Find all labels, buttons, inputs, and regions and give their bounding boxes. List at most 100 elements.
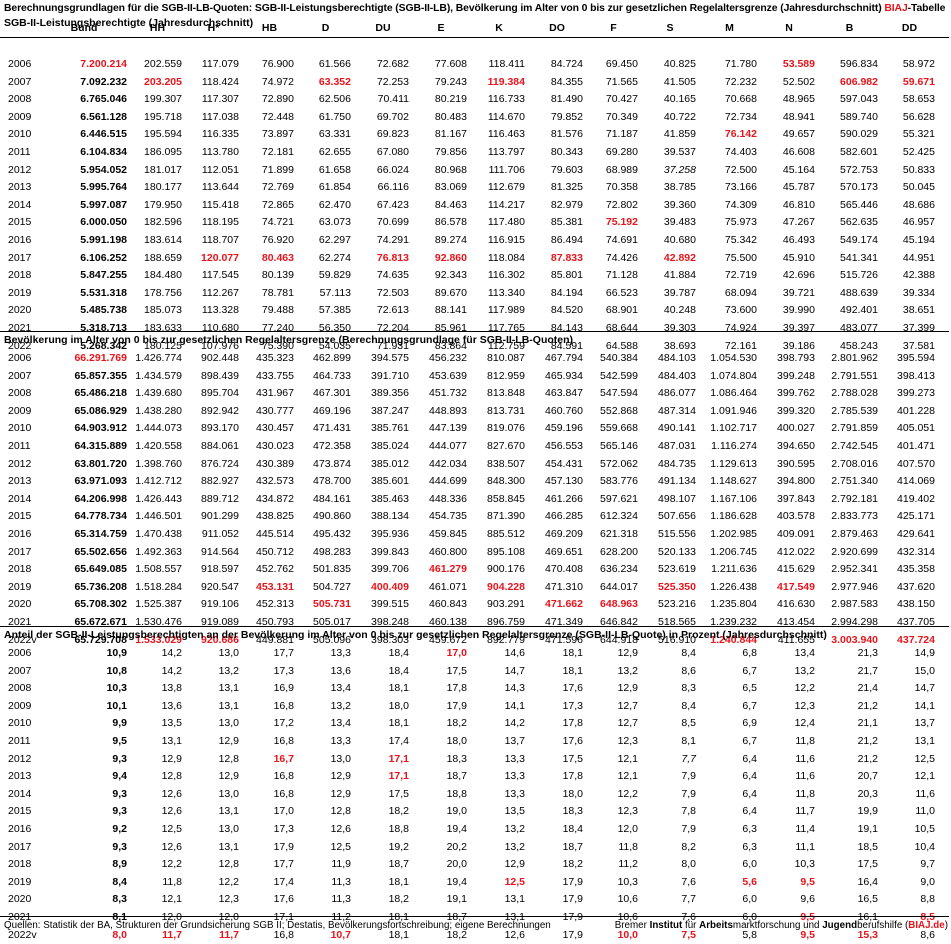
value-cell: 61.854 [297, 179, 354, 197]
value-cell: 19,4 [412, 874, 470, 892]
value-cell: 184.480 [130, 267, 185, 285]
value-cell: 9,2 [38, 821, 130, 839]
year-cell: 2013 [0, 473, 38, 491]
value-cell: 6,4 [699, 786, 760, 804]
value-cell: 113.780 [185, 144, 242, 162]
value-cell: 13,1 [185, 680, 242, 698]
value-cell: 11,6 [881, 786, 938, 804]
value-cell: 15,0 [881, 663, 938, 681]
value-cell: 83.069 [412, 179, 470, 197]
value-cell: 45.164 [760, 162, 818, 180]
value-cell: 19,0 [412, 803, 470, 821]
value-cell: 17,5 [818, 856, 881, 874]
value-cell: 582.601 [818, 144, 881, 162]
value-cell: 597.621 [586, 491, 641, 509]
column-header: D [297, 20, 354, 38]
value-cell: 435.358 [881, 561, 938, 579]
value-cell: 10,3 [760, 856, 818, 874]
value-cell: 17,6 [242, 891, 297, 909]
value-cell: 62.470 [297, 197, 354, 215]
value-cell: 84.463 [412, 197, 470, 215]
value-cell: 7.092.232 [38, 74, 130, 92]
value-cell: 400.027 [760, 420, 818, 438]
value-cell: 12,8 [185, 856, 242, 874]
value-cell: 63.409 [938, 267, 951, 285]
value-cell: 17,9 [412, 698, 470, 716]
year-cell: 2013 [0, 179, 38, 197]
value-cell: 490.141 [641, 420, 699, 438]
value-cell: 2.788.028 [818, 385, 881, 403]
value-cell: 8,3 [641, 680, 699, 698]
value-cell: 12,4 [938, 874, 951, 892]
value-cell: 1.186.628 [699, 508, 760, 526]
value-cell: 451.732 [412, 385, 470, 403]
value-cell: 39.990 [760, 302, 818, 320]
value-cell: 85.801 [528, 267, 586, 285]
value-cell: 5.991.198 [38, 232, 130, 250]
value-cell: 6,3 [699, 821, 760, 839]
value-cell: 9,7 [881, 856, 938, 874]
value-cell: 58.653 [881, 91, 938, 109]
value-cell: 403.628 [938, 420, 951, 438]
value-cell: 41.505 [641, 74, 699, 92]
value-cell: 80.463 [242, 250, 297, 268]
value-cell: 9,9 [38, 715, 130, 733]
value-cell: 89.274 [412, 232, 470, 250]
value-cell: 17,9 [242, 839, 297, 857]
value-cell: 12,2 [130, 856, 185, 874]
value-cell: 6.765.046 [38, 91, 130, 109]
value-cell: 8,1 [641, 733, 699, 751]
value-cell: 394.575 [354, 350, 412, 368]
value-cell: 18,4 [354, 645, 412, 663]
value-cell: 1.518.284 [130, 579, 185, 597]
value-cell: 80.139 [242, 267, 297, 285]
value-cell: 21,2 [818, 698, 881, 716]
year-cell: 2018 [0, 856, 38, 874]
value-cell: 464.733 [297, 368, 354, 386]
value-cell: 68.094 [699, 285, 760, 303]
value-cell: 13,4 [297, 680, 354, 698]
value-cell: 7,6 [641, 874, 699, 892]
value-cell: 8,6 [641, 663, 699, 681]
value-cell: 70.349 [586, 109, 641, 127]
value-cell: 42.696 [760, 267, 818, 285]
value-cell: 61.750 [297, 109, 354, 127]
value-cell: 1.202.985 [699, 526, 760, 544]
year-cell: 2014 [0, 491, 38, 509]
value-cell: 37.399 [881, 320, 938, 338]
value-cell: 73.600 [699, 302, 760, 320]
value-cell: 6,4 [699, 751, 760, 769]
value-cell: 13,3 [470, 768, 528, 786]
value-cell: 70.427 [586, 91, 641, 109]
value-cell: 459.196 [528, 420, 586, 438]
value-cell: 13,1 [185, 803, 242, 821]
value-cell: 397.019 [938, 368, 951, 386]
value-cell: 17,9 [528, 891, 586, 909]
value-cell: 612.324 [586, 508, 641, 526]
value-cell: 18,5 [818, 839, 881, 857]
value-cell: 86.494 [528, 232, 586, 250]
value-cell: 11,6 [760, 751, 818, 769]
value-cell: 8,9 [38, 856, 130, 874]
year-cell: 2018 [0, 267, 38, 285]
value-cell: 9,0 [881, 874, 938, 892]
value-cell: 76.813 [354, 250, 412, 268]
value-cell: 39.787 [641, 285, 699, 303]
value-cell: 19,1 [412, 891, 470, 909]
value-cell: 504.727 [297, 579, 354, 597]
value-cell: 473.638 [938, 579, 951, 597]
value-cell: 1.091.946 [699, 403, 760, 421]
value-cell: 5.954.052 [38, 162, 130, 180]
value-cell: 18,0 [528, 786, 586, 804]
value-cell: 461.071 [412, 579, 470, 597]
value-cell: 819.076 [470, 420, 528, 438]
divider [0, 37, 949, 38]
value-cell: 12,8 [297, 803, 354, 821]
value-cell: 5.531.318 [38, 285, 130, 303]
value-cell: 77.576 [938, 126, 951, 144]
value-cell: 57.385 [297, 302, 354, 320]
